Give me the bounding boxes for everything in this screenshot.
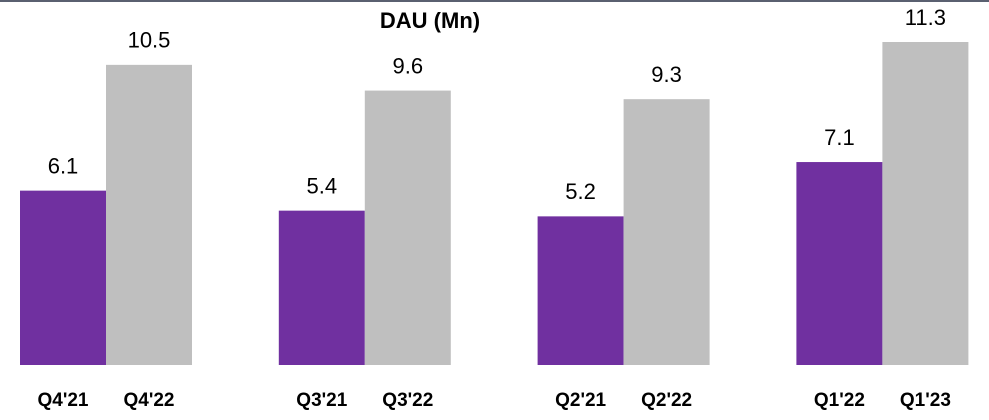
bar: [796, 162, 883, 365]
value-label: 7.1: [824, 125, 855, 150]
x-tick-label: Q3'21: [296, 390, 347, 411]
value-label: 9.6: [393, 53, 424, 78]
value-label: 11.3: [905, 5, 946, 30]
chart-title: DAU (Mn): [380, 8, 480, 33]
value-label: 9.3: [651, 62, 682, 87]
x-tick-label: Q1'23: [900, 390, 951, 411]
value-label: 10.5: [128, 28, 171, 53]
x-tick-label: Q4'21: [38, 390, 89, 411]
bar: [364, 90, 451, 365]
value-label: 5.2: [565, 179, 596, 204]
x-tick-label: Q2'22: [641, 390, 692, 411]
bar: [106, 64, 192, 366]
x-tick-label: Q2'21: [555, 390, 606, 411]
bar: [537, 216, 624, 365]
bar: [278, 210, 365, 365]
value-label: 6.1: [48, 153, 79, 178]
value-label: 5.4: [307, 173, 338, 198]
bar: [623, 99, 710, 365]
bar: [20, 190, 106, 365]
bar: [882, 42, 969, 365]
x-tick-label: Q1'22: [814, 390, 865, 411]
x-tick-label: Q3'22: [382, 390, 433, 411]
x-tick-label: Q4'22: [124, 390, 175, 411]
